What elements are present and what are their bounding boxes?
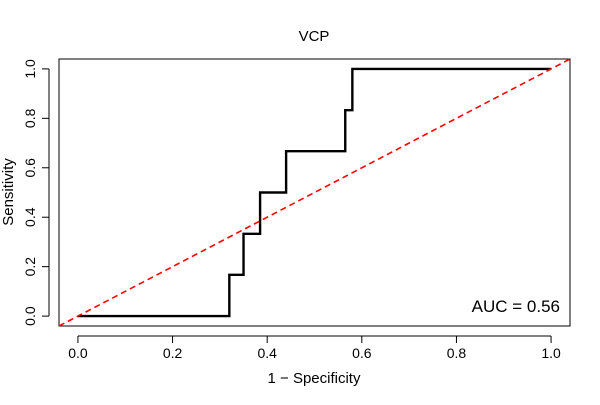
x-tick-label: 0.6	[352, 345, 372, 361]
x-tick-label: 0.4	[257, 345, 277, 361]
y-tick-label: 0.6	[22, 158, 38, 178]
chance-diagonal-line	[58, 58, 571, 327]
auc-annotation: AUC = 0.56	[472, 297, 560, 316]
y-tick-label: 0.4	[22, 207, 38, 227]
y-tick-label: 0.2	[22, 257, 38, 277]
plot-frame	[58, 58, 571, 327]
chart-title: VCP	[299, 28, 330, 45]
x-tick-label: 0.8	[447, 345, 467, 361]
y-axis-label: Sensitivity	[0, 158, 17, 226]
x-tick-label: 0.2	[163, 345, 183, 361]
x-tick-label: 1.0	[541, 345, 561, 361]
roc-curve-line	[77, 67, 552, 318]
y-tick-label: 0.0	[22, 306, 38, 326]
x-tick-label: 0.0	[68, 345, 88, 361]
x-axis-label: 1 − Specificity	[268, 370, 361, 387]
y-tick-label: 1.0	[22, 59, 38, 79]
plot-area: 0.0 0.2 0.4 0.6 0.8 1.0 0.0 0.2 0.4 0.6 0.8 1.0 AUC …	[22, 58, 571, 361]
y-tick-label: 0.8	[22, 108, 38, 128]
